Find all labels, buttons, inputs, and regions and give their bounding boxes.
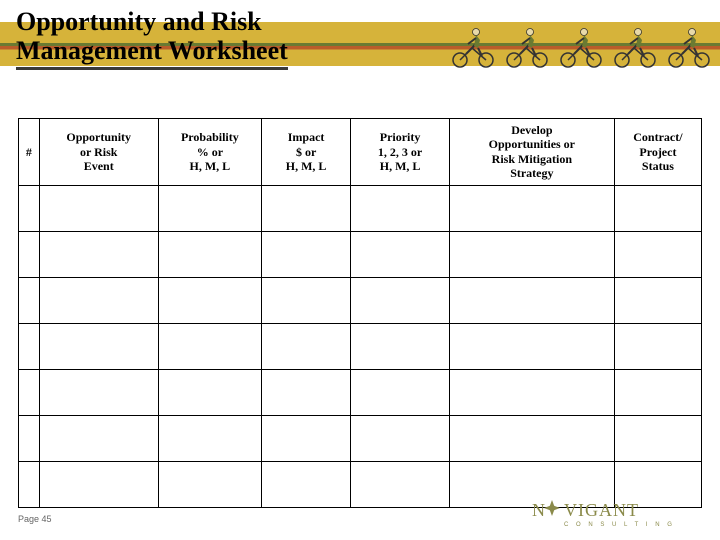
cell-event bbox=[39, 277, 158, 323]
risk-worksheet-table: #Opportunityor RiskEventProbability% orH… bbox=[18, 118, 702, 508]
cyclist-graphic-row bbox=[448, 26, 714, 68]
cell-prio bbox=[351, 415, 450, 461]
cell-prob bbox=[158, 277, 261, 323]
cyclist-icon bbox=[502, 26, 552, 68]
navigant-logo: N VIGANT C O N S U L T I N G bbox=[532, 498, 702, 528]
cell-prob bbox=[158, 185, 261, 231]
cyclist-icon bbox=[610, 26, 660, 68]
page-number: Page 45 bbox=[18, 514, 52, 524]
col-header-prio: Priority1, 2, 3 orH, M, L bbox=[351, 119, 450, 186]
table-row bbox=[19, 185, 702, 231]
cell-num bbox=[19, 277, 40, 323]
cell-impact bbox=[261, 323, 350, 369]
col-header-prob: Probability% orH, M, L bbox=[158, 119, 261, 186]
table-row bbox=[19, 277, 702, 323]
title-line-2: Management Worksheet bbox=[16, 37, 288, 71]
cell-prob bbox=[158, 415, 261, 461]
cell-prio bbox=[351, 369, 450, 415]
cell-strat bbox=[449, 415, 614, 461]
cell-event bbox=[39, 231, 158, 277]
col-header-impact: Impact$ orH, M, L bbox=[261, 119, 350, 186]
cell-prio bbox=[351, 185, 450, 231]
cell-prio bbox=[351, 461, 450, 507]
cell-event bbox=[39, 461, 158, 507]
cell-prob bbox=[158, 461, 261, 507]
cell-strat bbox=[449, 323, 614, 369]
col-header-status: Contract/ProjectStatus bbox=[614, 119, 701, 186]
cell-prob bbox=[158, 369, 261, 415]
table-header-row: #Opportunityor RiskEventProbability% orH… bbox=[19, 119, 702, 186]
cell-status bbox=[614, 231, 701, 277]
logo-letter-n: N bbox=[532, 500, 545, 520]
cell-num bbox=[19, 323, 40, 369]
cell-prob bbox=[158, 323, 261, 369]
cell-strat bbox=[449, 277, 614, 323]
cell-num bbox=[19, 369, 40, 415]
table-row bbox=[19, 369, 702, 415]
cell-status bbox=[614, 415, 701, 461]
cell-impact bbox=[261, 277, 350, 323]
cell-status bbox=[614, 185, 701, 231]
cell-impact bbox=[261, 369, 350, 415]
cyclist-icon bbox=[664, 26, 714, 68]
table-row bbox=[19, 415, 702, 461]
cell-impact bbox=[261, 185, 350, 231]
cell-event bbox=[39, 323, 158, 369]
col-header-event: Opportunityor RiskEvent bbox=[39, 119, 158, 186]
cell-status bbox=[614, 277, 701, 323]
cell-num bbox=[19, 231, 40, 277]
cell-strat bbox=[449, 185, 614, 231]
table-body bbox=[19, 185, 702, 507]
compass-icon bbox=[544, 500, 560, 516]
page-title: Opportunity and Risk Management Workshee… bbox=[16, 8, 288, 70]
cyclist-icon bbox=[556, 26, 606, 68]
col-header-num: # bbox=[19, 119, 40, 186]
cell-impact bbox=[261, 461, 350, 507]
cell-status bbox=[614, 323, 701, 369]
cell-prio bbox=[351, 231, 450, 277]
cell-strat bbox=[449, 369, 614, 415]
cell-impact bbox=[261, 231, 350, 277]
cell-strat bbox=[449, 231, 614, 277]
cell-event bbox=[39, 415, 158, 461]
cell-num bbox=[19, 461, 40, 507]
cell-status bbox=[614, 369, 701, 415]
cell-event bbox=[39, 369, 158, 415]
table-row bbox=[19, 323, 702, 369]
logo-text: VIGANT bbox=[564, 500, 639, 520]
cell-event bbox=[39, 185, 158, 231]
title-line-1: Opportunity and Risk bbox=[16, 7, 262, 36]
cell-num bbox=[19, 185, 40, 231]
logo-subtext: C O N S U L T I N G bbox=[564, 522, 675, 528]
cyclist-icon bbox=[448, 26, 498, 68]
cell-prio bbox=[351, 323, 450, 369]
cell-num bbox=[19, 415, 40, 461]
cell-prob bbox=[158, 231, 261, 277]
col-header-strat: DevelopOpportunities orRisk MitigationSt… bbox=[449, 119, 614, 186]
table-row bbox=[19, 231, 702, 277]
cell-prio bbox=[351, 277, 450, 323]
cell-impact bbox=[261, 415, 350, 461]
